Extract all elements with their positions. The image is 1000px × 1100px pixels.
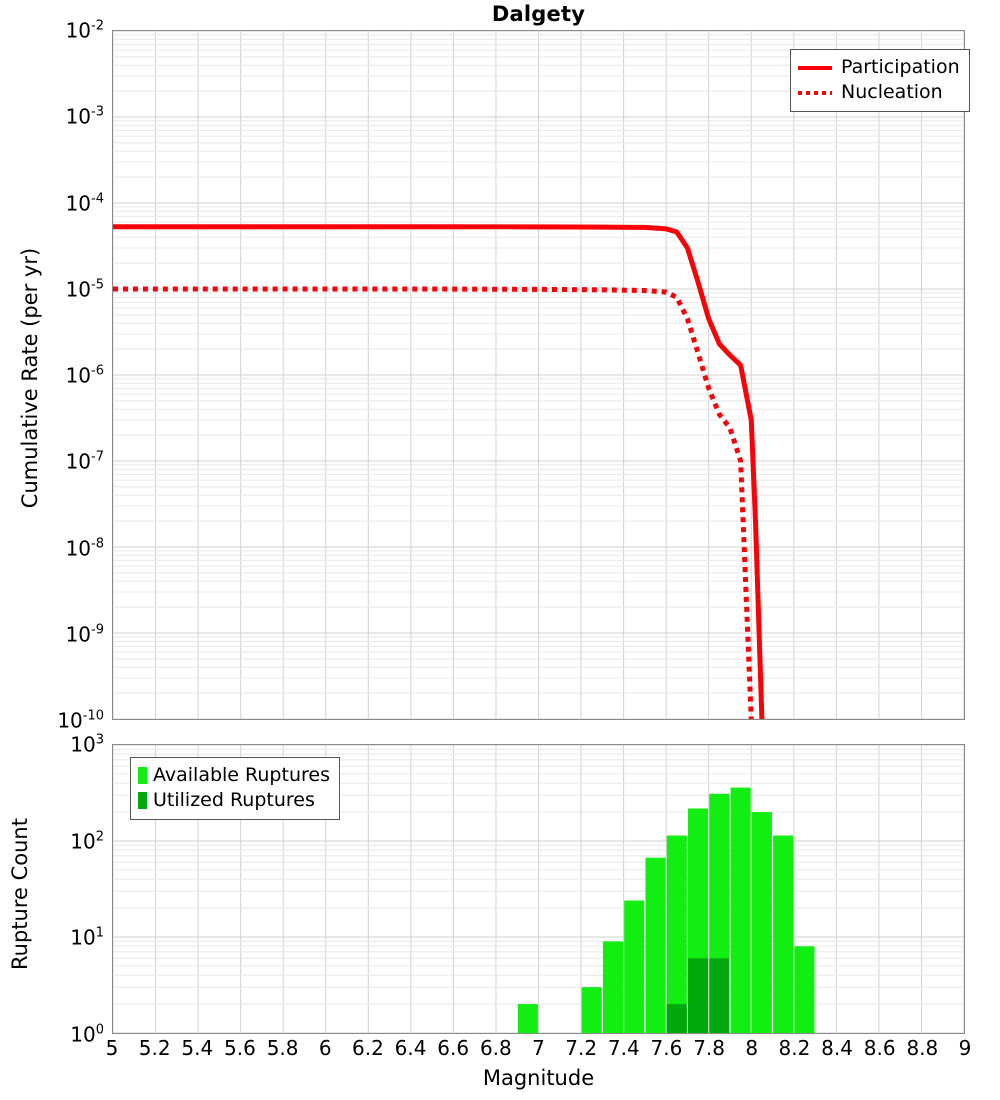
x-tick-label: 8.8 [906,1036,939,1060]
available-rupture-bar [645,857,666,1033]
legend-label-utilized-ruptures: Utilized Ruptures [153,789,315,811]
x-tick-label: 8.2 [778,1036,811,1060]
bottom-legend: Available Ruptures Utilized Ruptures [130,757,340,820]
top-y-axis-title: Cumulative Rate (per yr) [18,247,42,509]
available-color-swatch-icon [138,767,147,784]
y-tick-label: 10-10 [57,708,104,733]
bottom-y-axis-ticks: 103 102 101 100 [0,734,104,1044]
utilized-rupture-bar [709,958,730,1033]
x-tick-label: 6.2 [351,1036,384,1060]
legend-item-available-ruptures: Available Ruptures [138,763,330,788]
x-tick-label: 5.4 [181,1036,214,1060]
y-tick-label: 101 [70,925,104,950]
top-grid [113,31,964,719]
y-tick-label: 102 [70,828,104,853]
available-rupture-bar [666,835,687,1033]
available-rupture-bar [517,1004,538,1033]
y-tick-label: 10-2 [65,18,104,43]
x-tick-label: 7 [532,1036,545,1060]
y-tick-label: 103 [70,732,104,757]
x-tick-label: 5 [105,1036,119,1060]
solid-line-icon [798,65,832,70]
y-tick-label: 100 [70,1022,104,1047]
available-rupture-bar [624,900,645,1033]
bottom-bars [113,745,964,1033]
y-tick-label: 10-7 [65,449,104,474]
x-tick-label: 6.4 [394,1036,427,1060]
legend-label-nucleation: Nucleation [841,81,943,103]
x-tick-label: 8.6 [863,1036,896,1060]
x-tick-label: 7.2 [565,1036,598,1060]
x-tick-label: 7.4 [607,1036,640,1060]
legend-label-participation: Participation [841,56,960,78]
y-tick-label: 10-4 [65,190,104,215]
legend-item-nucleation: Nucleation [798,80,960,105]
x-tick-label: 8 [745,1036,759,1060]
x-tick-label: 7.6 [650,1036,683,1060]
utilized-rupture-bar [688,958,709,1033]
top-curves [113,31,964,719]
legend-item-participation: Participation [798,55,960,80]
available-rupture-bar [730,787,751,1033]
bottom-y-axis-title: Rupture Count [8,818,32,970]
x-tick-label: 6.6 [437,1036,470,1060]
y-tick-label: 10-5 [65,277,104,302]
utilized-color-swatch-icon [138,792,147,809]
y-tick-label: 10-6 [65,363,104,388]
page-title: Dalgety [491,2,586,26]
x-axis-title: Magnitude [482,1066,595,1090]
x-tick-label: 5.6 [224,1036,256,1060]
x-tick-label: 5.2 [138,1036,171,1060]
x-tick-label: 6.8 [479,1036,512,1060]
legend-item-utilized-ruptures: Utilized Ruptures [138,788,330,813]
y-tick-label: 10-8 [65,535,104,560]
x-tick-label: 5.8 [266,1036,299,1060]
y-tick-label: 10-9 [65,622,104,647]
x-tick-label: 9 [958,1036,972,1060]
cumulative-rate-plot [112,30,965,720]
x-tick-label: 7.8 [693,1036,725,1060]
top-legend: Participation Nucleation [790,49,970,112]
available-rupture-bar [794,946,815,1033]
curve-participation [113,224,765,719]
available-rupture-bar [773,835,794,1033]
available-rupture-bar [581,987,602,1033]
legend-label-available-ruptures: Available Ruptures [153,764,330,786]
x-tick-label: 6 [318,1036,332,1060]
available-rupture-bar [602,941,624,1033]
y-tick-label: 10-3 [65,104,104,129]
curve-nucleation [113,286,754,719]
top-y-axis-ticks: 10-2 10-3 10-4 10-5 10-6 10-7 10-8 10-9 10-10 [0,20,104,730]
utilized-rupture-bar [666,1004,687,1033]
available-rupture-bar [751,812,772,1033]
x-tick-label: 8.4 [821,1036,853,1060]
dotted-line-icon [798,90,832,95]
